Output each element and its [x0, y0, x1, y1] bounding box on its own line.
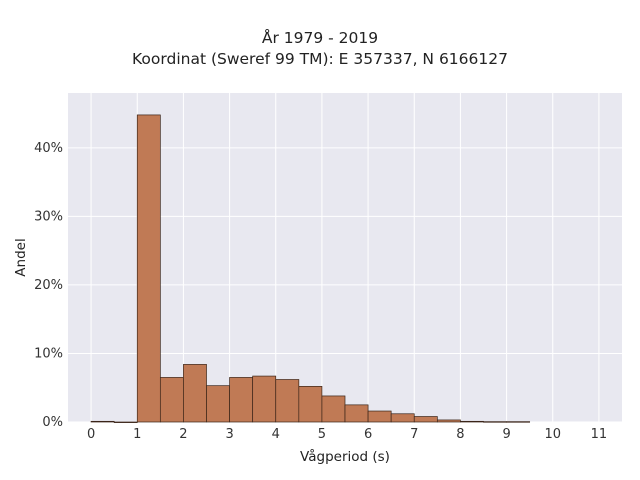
- x-tick-label: 8: [456, 427, 464, 442]
- histogram-bar: [436, 419, 461, 423]
- y-tick-label: 20%: [34, 278, 63, 293]
- x-axis-ticks: 0 1 2 3 4 5 6 7 8 9 10 11: [87, 427, 607, 442]
- chart-subtitle: Koordinat (Sweref 99 TM): E 357337, N 61…: [132, 50, 508, 68]
- histogram-bar: [113, 421, 138, 423]
- x-tick-label: 5: [318, 427, 326, 442]
- y-tick-label: 40%: [34, 141, 63, 156]
- y-tick-label: 0%: [42, 415, 63, 430]
- histogram-bar: [159, 377, 184, 423]
- x-tick-label: 7: [410, 427, 418, 442]
- x-tick-label: 1: [133, 427, 141, 442]
- x-tick-label: 4: [272, 427, 280, 442]
- histogram-bar: [275, 379, 300, 423]
- histogram-bar: [252, 375, 277, 423]
- grid-lines: [68, 93, 622, 423]
- x-axis-label: Vågperiod (s): [300, 448, 390, 465]
- histogram-bar: [321, 395, 346, 423]
- x-tick-label: 10: [544, 427, 561, 442]
- histogram-bars: [90, 114, 531, 423]
- histogram-bar: [229, 377, 254, 423]
- histogram-bar: [90, 420, 115, 423]
- y-axis-ticks: 0% 10% 20% 30% 40%: [34, 141, 63, 430]
- histogram-bar: [344, 404, 369, 423]
- x-tick-label: 11: [591, 427, 608, 442]
- histogram-bar: [183, 364, 207, 423]
- histogram-bar: [367, 410, 392, 423]
- histogram-bar: [460, 420, 484, 423]
- x-tick-label: 2: [179, 427, 187, 442]
- x-tick-label: 9: [502, 427, 510, 442]
- x-tick-label: 0: [87, 427, 95, 442]
- histogram-bar: [136, 114, 161, 423]
- y-tick-label: 10%: [34, 346, 63, 361]
- histogram-bar: [483, 421, 507, 423]
- histogram-bar: [413, 416, 438, 423]
- histogram-bar: [506, 421, 531, 423]
- histogram-bar: [206, 385, 230, 423]
- y-axis-label: Andel: [13, 238, 29, 276]
- histogram-bar: [298, 386, 323, 423]
- x-tick-label: 3: [225, 427, 233, 442]
- y-tick-label: 30%: [34, 209, 63, 224]
- histogram-bar: [390, 413, 415, 423]
- chart-title: År 1979 - 2019: [261, 29, 379, 47]
- x-tick-label: 6: [364, 427, 372, 442]
